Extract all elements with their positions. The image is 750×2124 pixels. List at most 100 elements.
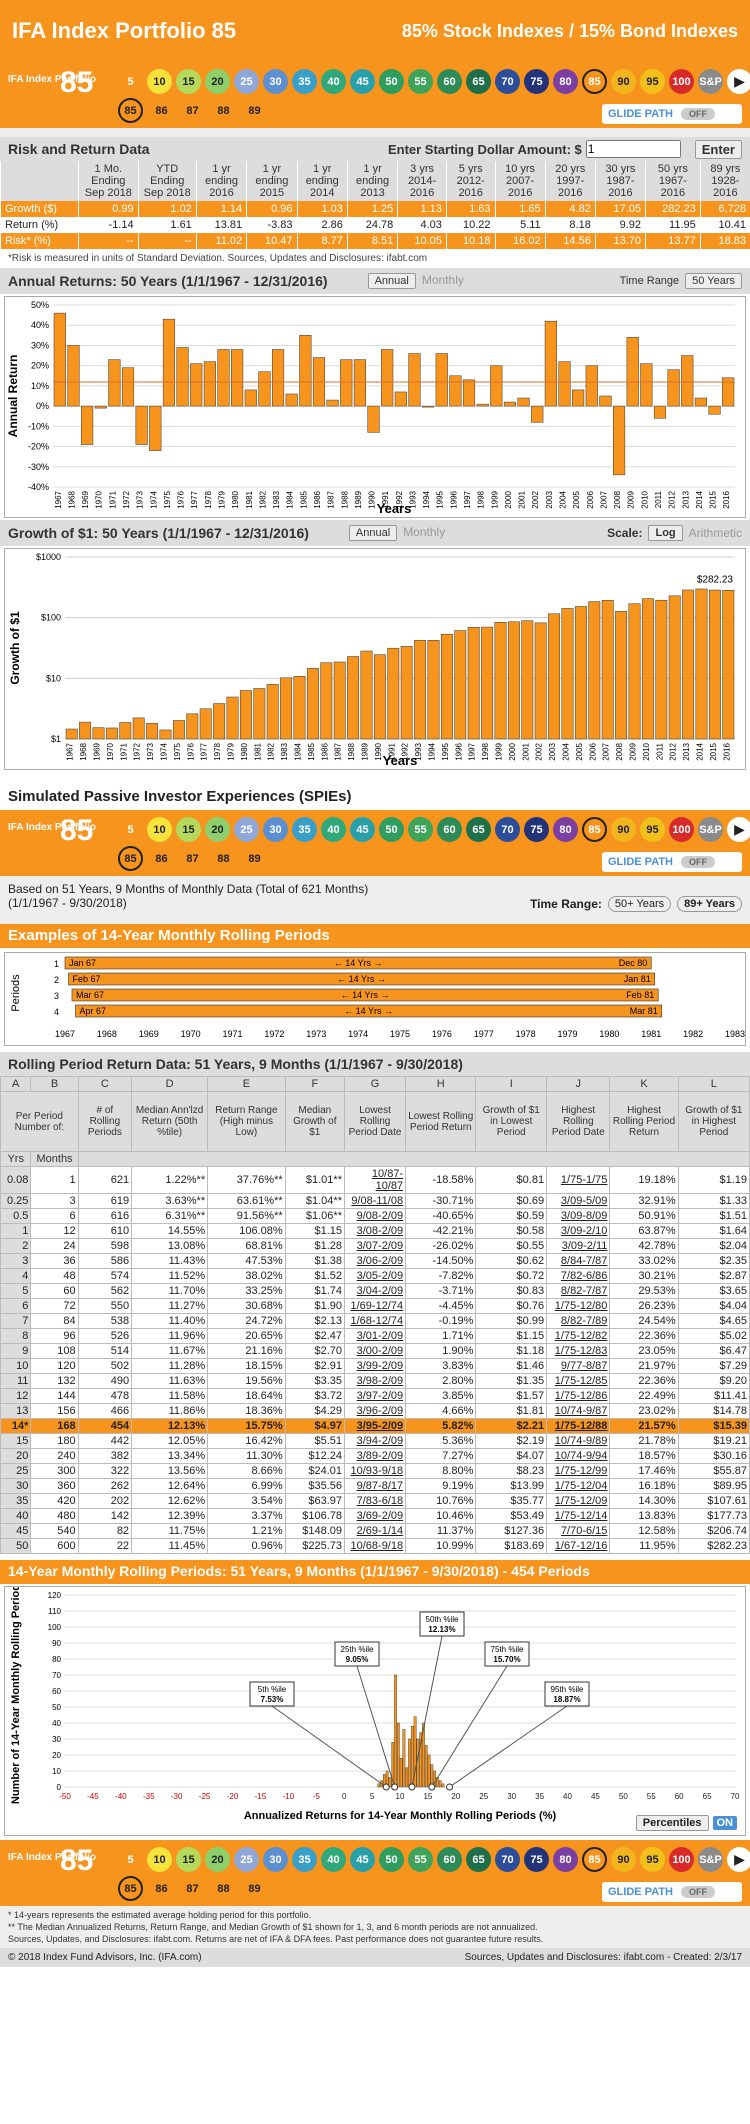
sub-portfolio-86[interactable]: 86 <box>149 98 174 123</box>
period-link[interactable]: 3/98-2/09 <box>343 1373 407 1389</box>
portfolio-100-button[interactable]: 100 <box>669 817 694 842</box>
portfolio-60-button[interactable]: 60 <box>437 69 462 94</box>
growth-annual-button[interactable]: Annual <box>348 525 398 541</box>
portfolio-SP-button[interactable]: S&P <box>698 1847 723 1872</box>
sub-portfolio-88[interactable]: 88 <box>211 1876 236 1901</box>
time-range-select[interactable]: 50 Years <box>685 273 742 289</box>
period-link[interactable]: 3/05-2/09 <box>343 1268 407 1284</box>
portfolio-35-button[interactable]: 35 <box>292 69 317 94</box>
period-link[interactable]: 3/00-2/09 <box>343 1343 407 1359</box>
period-link[interactable]: 1/75-12/88 <box>546 1418 611 1434</box>
period-link[interactable]: 3/97-2/09 <box>343 1388 407 1404</box>
glide-path-toggle[interactable]: GLIDE PATH OFF <box>602 1882 742 1902</box>
portfolio-20-button[interactable]: 20 <box>205 69 230 94</box>
period-link[interactable]: 8/82-7/89 <box>546 1313 611 1329</box>
portfolio-95-button[interactable]: 95 <box>640 1847 665 1872</box>
period-link[interactable]: 1/67-12/16 <box>546 1538 611 1554</box>
portfolio-45-button[interactable]: 45 <box>350 69 375 94</box>
portfolio-10-button[interactable]: 10 <box>147 817 172 842</box>
portfolio-90-button[interactable]: 90 <box>611 1847 636 1872</box>
period-link[interactable]: 9/08-11/08 <box>343 1193 407 1209</box>
portfolio-5-button[interactable]: 5 <box>118 69 143 94</box>
period-link[interactable]: 10/74-9/89 <box>546 1433 611 1449</box>
portfolio-50-button[interactable]: 50 <box>379 1847 404 1872</box>
sub-portfolio-89[interactable]: 89 <box>242 846 267 871</box>
period-link[interactable]: 3/96-2/09 <box>343 1403 407 1419</box>
growth-monthly-button[interactable]: Monthly <box>403 525 446 539</box>
portfolio-55-button[interactable]: 55 <box>408 817 433 842</box>
portfolio-55-button[interactable]: 55 <box>408 1847 433 1872</box>
period-link[interactable]: 3/95-2/09 <box>343 1418 407 1434</box>
portfolio-45-button[interactable]: 45 <box>350 817 375 842</box>
period-link[interactable]: 3/99-2/09 <box>343 1358 407 1374</box>
portfolio-15-button[interactable]: 15 <box>176 1847 201 1872</box>
portfolio-75-button[interactable]: 75 <box>524 69 549 94</box>
period-link[interactable]: 9/08-2/09 <box>343 1208 407 1224</box>
portfolio-95-button[interactable]: 95 <box>640 817 665 842</box>
arithmetic-button[interactable]: Arithmetic <box>688 526 742 540</box>
period-link[interactable]: 3/06-2/09 <box>343 1253 407 1269</box>
sub-portfolio-89[interactable]: 89 <box>242 98 267 123</box>
portfolio-85-button[interactable]: 85 <box>582 817 607 842</box>
sub-portfolio-85[interactable]: 85 <box>118 98 143 123</box>
period-link[interactable]: 1/75-12/83 <box>546 1343 611 1359</box>
period-link[interactable]: 10/74-9/87 <box>546 1403 611 1419</box>
portfolio-100-button[interactable]: 100 <box>669 1847 694 1872</box>
portfolio-40-button[interactable]: 40 <box>321 1847 346 1872</box>
glide-path-toggle[interactable]: GLIDE PATH OFF <box>602 852 742 872</box>
period-link[interactable]: 1/75-12/86 <box>546 1388 611 1404</box>
range-89-button[interactable]: 89+ Years <box>677 896 742 912</box>
portfolio-65-button[interactable]: 65 <box>466 1847 491 1872</box>
monthly-button[interactable]: Monthly <box>421 273 464 287</box>
portfolio-25-button[interactable]: 25 <box>234 817 259 842</box>
sub-portfolio-86[interactable]: 86 <box>149 1876 174 1901</box>
period-link[interactable]: 3/09-5/09 <box>546 1193 611 1209</box>
period-link[interactable]: 3/09-2/11 <box>546 1238 611 1254</box>
log-button[interactable]: Log <box>648 525 683 541</box>
amount-input[interactable] <box>585 140 681 158</box>
portfolio-20-button[interactable]: 20 <box>205 817 230 842</box>
period-link[interactable]: 8/84-7/87 <box>546 1253 611 1269</box>
sub-portfolio-86[interactable]: 86 <box>149 846 174 871</box>
portfolio-20-button[interactable]: 20 <box>205 1847 230 1872</box>
portfolio-85-button[interactable]: 85 <box>582 69 607 94</box>
portfolio-40-button[interactable]: 40 <box>321 817 346 842</box>
portfolio-10-button[interactable]: 10 <box>147 1847 172 1872</box>
portfolio-80-button[interactable]: 80 <box>553 1847 578 1872</box>
period-link[interactable]: 1/75-1/75 <box>546 1166 611 1194</box>
period-link[interactable]: 3/04-2/09 <box>343 1283 407 1299</box>
period-link[interactable]: 10/68-9/18 <box>343 1538 407 1554</box>
portfolio-75-button[interactable]: 75 <box>524 817 549 842</box>
portfolio-95-button[interactable]: 95 <box>640 69 665 94</box>
period-link[interactable]: 1/75-12/09 <box>546 1493 611 1509</box>
period-link[interactable]: 1/75-12/82 <box>546 1328 611 1344</box>
period-link[interactable]: 1/75-12/99 <box>546 1463 611 1479</box>
portfolio-30-button[interactable]: 30 <box>263 1847 288 1872</box>
portfolio-SP-button[interactable]: S&P <box>698 69 723 94</box>
period-link[interactable]: 8/82-7/87 <box>546 1283 611 1299</box>
period-link[interactable]: 9/87-8/17 <box>343 1478 407 1494</box>
portfolio-90-button[interactable]: 90 <box>611 817 636 842</box>
portfolio-50-button[interactable]: 50 <box>379 69 404 94</box>
play-icon[interactable]: ▶ <box>727 69 750 94</box>
portfolio-100-button[interactable]: 100 <box>669 69 694 94</box>
portfolio-30-button[interactable]: 30 <box>263 817 288 842</box>
portfolio-45-button[interactable]: 45 <box>350 1847 375 1872</box>
sub-portfolio-85[interactable]: 85 <box>118 846 143 871</box>
period-link[interactable]: 10/74-9/94 <box>546 1448 611 1464</box>
range-50-button[interactable]: 50+ Years <box>607 896 672 912</box>
portfolio-65-button[interactable]: 65 <box>466 817 491 842</box>
portfolio-15-button[interactable]: 15 <box>176 69 201 94</box>
enter-button[interactable]: Enter <box>694 139 742 159</box>
portfolio-40-button[interactable]: 40 <box>321 69 346 94</box>
sub-portfolio-85[interactable]: 85 <box>118 1876 143 1901</box>
sub-portfolio-89[interactable]: 89 <box>242 1876 267 1901</box>
period-link[interactable]: 3/07-2/09 <box>343 1238 407 1254</box>
play-icon[interactable]: ▶ <box>727 817 750 842</box>
portfolio-30-button[interactable]: 30 <box>263 69 288 94</box>
period-link[interactable]: 3/09-2/10 <box>546 1223 611 1239</box>
percentiles-toggle[interactable]: ON <box>712 1816 737 1830</box>
annual-button[interactable]: Annual <box>367 273 416 289</box>
play-icon[interactable]: ▶ <box>727 1847 750 1872</box>
period-link[interactable]: 3/01-2/09 <box>343 1328 407 1344</box>
